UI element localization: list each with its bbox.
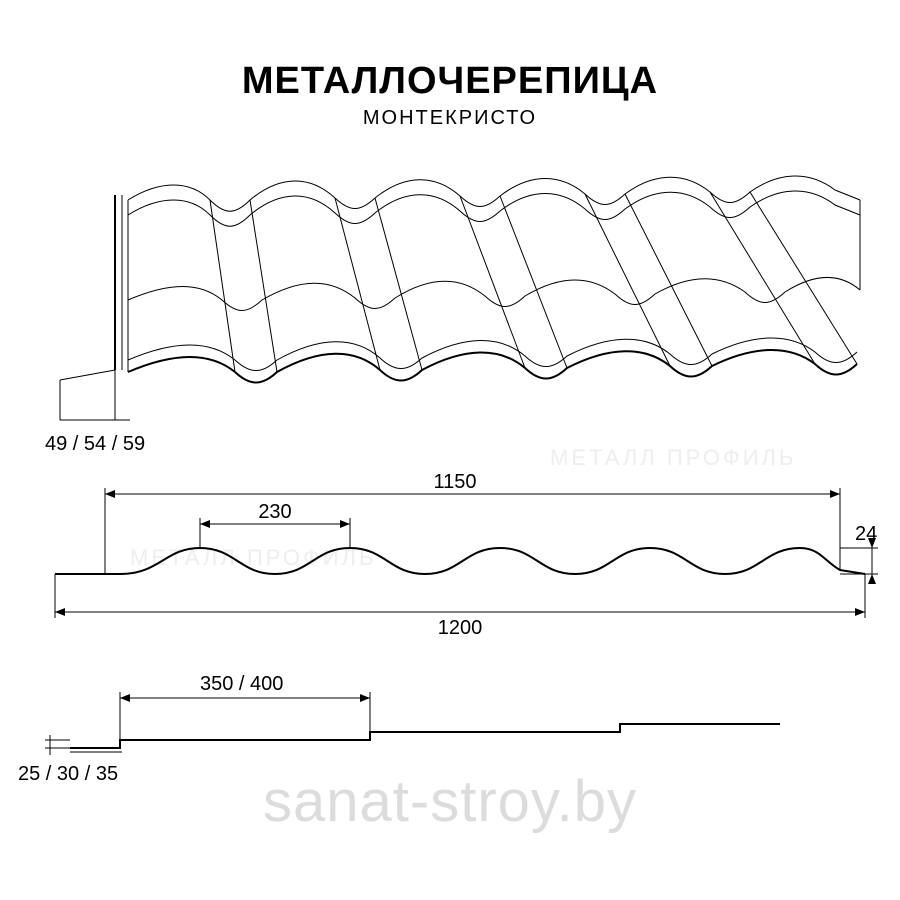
step-length-label: 350 / 400 bbox=[200, 673, 283, 695]
perspective-view: 49 / 54 / 59 bbox=[45, 176, 860, 455]
pitch-label: 230 bbox=[258, 501, 291, 523]
height-label: 49 / 54 / 59 bbox=[45, 433, 145, 455]
technical-drawing: 49 / 54 / 59 1150 230 24 1200 bbox=[0, 0, 900, 900]
side-profile: 350 / 400 25 / 30 / 35 bbox=[18, 673, 780, 785]
useful-width-label: 1150 bbox=[433, 471, 476, 493]
step-height-label: 25 / 30 / 35 bbox=[18, 763, 118, 785]
overall-width-label: 1200 bbox=[438, 617, 483, 639]
wave-height-label: 24 bbox=[855, 523, 877, 545]
cross-section: 1150 230 24 1200 bbox=[55, 471, 878, 639]
